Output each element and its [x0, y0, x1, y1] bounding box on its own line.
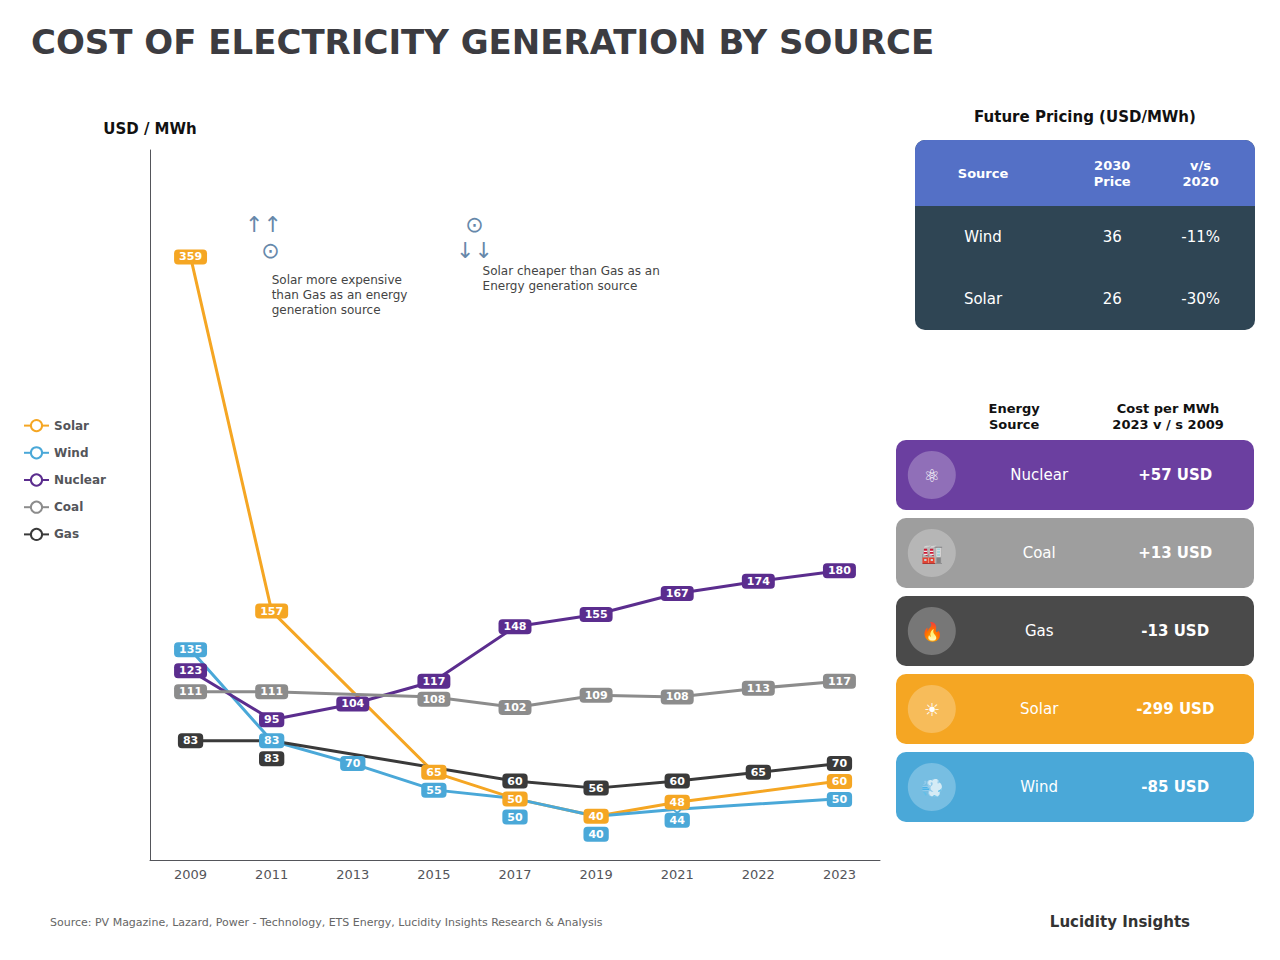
- svg-text:Cost per MWh: Cost per MWh: [1117, 401, 1220, 416]
- svg-text:Source: Source: [958, 166, 1009, 181]
- svg-text:109: 109: [585, 689, 608, 702]
- svg-text:50: 50: [507, 811, 523, 824]
- svg-text:🔥: 🔥: [921, 621, 943, 642]
- svg-text:Source: Source: [989, 417, 1040, 432]
- svg-text:70: 70: [345, 757, 361, 770]
- svg-text:167: 167: [666, 587, 689, 600]
- svg-text:Coal: Coal: [1023, 544, 1056, 562]
- svg-text:117: 117: [828, 675, 851, 688]
- svg-text:60: 60: [832, 775, 848, 788]
- svg-text:123: 123: [179, 664, 202, 677]
- svg-text:148: 148: [504, 620, 527, 633]
- svg-text:2009: 2009: [174, 867, 207, 882]
- svg-text:-13 USD: -13 USD: [1141, 622, 1209, 640]
- svg-text:-30%: -30%: [1181, 290, 1220, 308]
- svg-text:2020: 2020: [1183, 174, 1219, 189]
- svg-text:60: 60: [507, 775, 523, 788]
- svg-text:Energy: Energy: [989, 401, 1041, 416]
- svg-text:2013: 2013: [336, 867, 369, 882]
- svg-text:Lucidity Insights: Lucidity Insights: [1050, 913, 1190, 931]
- svg-text:+57 USD: +57 USD: [1138, 466, 1212, 484]
- svg-text:🏭: 🏭: [921, 543, 943, 564]
- svg-text:60: 60: [670, 775, 686, 788]
- svg-text:Solar more expensive: Solar more expensive: [272, 273, 402, 287]
- svg-text:65: 65: [426, 766, 441, 779]
- svg-text:2019: 2019: [580, 867, 613, 882]
- svg-text:157: 157: [260, 605, 283, 618]
- svg-text:359: 359: [179, 250, 202, 263]
- svg-text:Wind: Wind: [1020, 778, 1058, 796]
- svg-text:111: 111: [260, 685, 283, 698]
- svg-text:117: 117: [422, 675, 445, 688]
- svg-text:v/s: v/s: [1190, 158, 1211, 173]
- svg-text:2023 v / s 2009: 2023 v / s 2009: [1112, 417, 1223, 432]
- svg-text:102: 102: [504, 701, 527, 714]
- svg-text:40: 40: [588, 810, 604, 823]
- svg-text:than Gas as an energy: than Gas as an energy: [272, 288, 408, 302]
- svg-text:2023: 2023: [823, 867, 856, 882]
- svg-text:⚛: ⚛: [924, 465, 940, 486]
- svg-text:44: 44: [670, 814, 686, 827]
- svg-text:☀: ☀: [924, 699, 940, 720]
- svg-text:174: 174: [747, 575, 770, 588]
- svg-text:83: 83: [183, 734, 198, 747]
- svg-text:Solar: Solar: [1020, 700, 1059, 718]
- svg-text:104: 104: [341, 697, 364, 710]
- svg-text:108: 108: [422, 693, 445, 706]
- svg-text:Energy generation source: Energy generation source: [483, 279, 638, 293]
- svg-text:70: 70: [832, 757, 848, 770]
- svg-text:50: 50: [507, 793, 523, 806]
- svg-text:48: 48: [670, 796, 685, 809]
- svg-text:135: 135: [179, 643, 202, 656]
- svg-text:36: 36: [1103, 228, 1122, 246]
- svg-text:83: 83: [264, 734, 279, 747]
- svg-text:50: 50: [832, 793, 848, 806]
- svg-text:83: 83: [264, 752, 279, 765]
- svg-text:Source: PV Magazine, Lazard, P: Source: PV Magazine, Lazard, Power - Tec…: [50, 916, 603, 929]
- svg-text:Wind: Wind: [54, 446, 88, 460]
- svg-text:Nuclear: Nuclear: [54, 473, 106, 487]
- svg-text:+13 USD: +13 USD: [1138, 544, 1212, 562]
- svg-text:Gas: Gas: [54, 527, 79, 541]
- svg-text:⊙: ⊙: [465, 212, 483, 237]
- svg-text:-299 USD: -299 USD: [1136, 700, 1214, 718]
- svg-text:2015: 2015: [417, 867, 450, 882]
- svg-text:65: 65: [751, 766, 766, 779]
- svg-text:Future Pricing (USD/MWh): Future Pricing (USD/MWh): [974, 108, 1196, 126]
- svg-text:113: 113: [747, 682, 770, 695]
- svg-text:↑↑: ↑↑: [245, 212, 282, 237]
- svg-text:Price: Price: [1094, 174, 1131, 189]
- svg-text:180: 180: [828, 564, 851, 577]
- svg-text:-85 USD: -85 USD: [1141, 778, 1209, 796]
- svg-text:155: 155: [585, 608, 608, 621]
- svg-text:Solar cheaper than Gas as an: Solar cheaper than Gas as an: [483, 264, 660, 278]
- svg-text:COST OF ELECTRICITY GENERATION: COST OF ELECTRICITY GENERATION BY SOURCE: [31, 22, 934, 62]
- svg-text:40: 40: [588, 828, 604, 841]
- svg-text:Coal: Coal: [54, 500, 83, 514]
- svg-text:26: 26: [1103, 290, 1122, 308]
- svg-text:💨: 💨: [921, 777, 943, 798]
- svg-text:Wind: Wind: [964, 228, 1002, 246]
- svg-text:Gas: Gas: [1025, 622, 1054, 640]
- svg-text:95: 95: [264, 713, 279, 726]
- svg-text:55: 55: [426, 784, 441, 797]
- svg-text:⊙: ⊙: [247, 238, 279, 263]
- svg-text:2021: 2021: [661, 867, 694, 882]
- svg-text:2017: 2017: [498, 867, 531, 882]
- svg-text:USD / MWh: USD / MWh: [103, 120, 197, 138]
- svg-text:Solar: Solar: [964, 290, 1003, 308]
- svg-text:↓↓: ↓↓: [456, 238, 493, 263]
- svg-text:108: 108: [666, 690, 689, 703]
- svg-text:56: 56: [588, 782, 604, 795]
- svg-text:generation source: generation source: [272, 303, 381, 317]
- svg-text:Solar: Solar: [54, 419, 89, 433]
- svg-text:111: 111: [179, 685, 202, 698]
- svg-text:Nuclear: Nuclear: [1010, 466, 1069, 484]
- svg-text:2022: 2022: [742, 867, 775, 882]
- svg-text:2011: 2011: [255, 867, 288, 882]
- svg-text:-11%: -11%: [1181, 228, 1220, 246]
- svg-text:2030: 2030: [1094, 158, 1130, 173]
